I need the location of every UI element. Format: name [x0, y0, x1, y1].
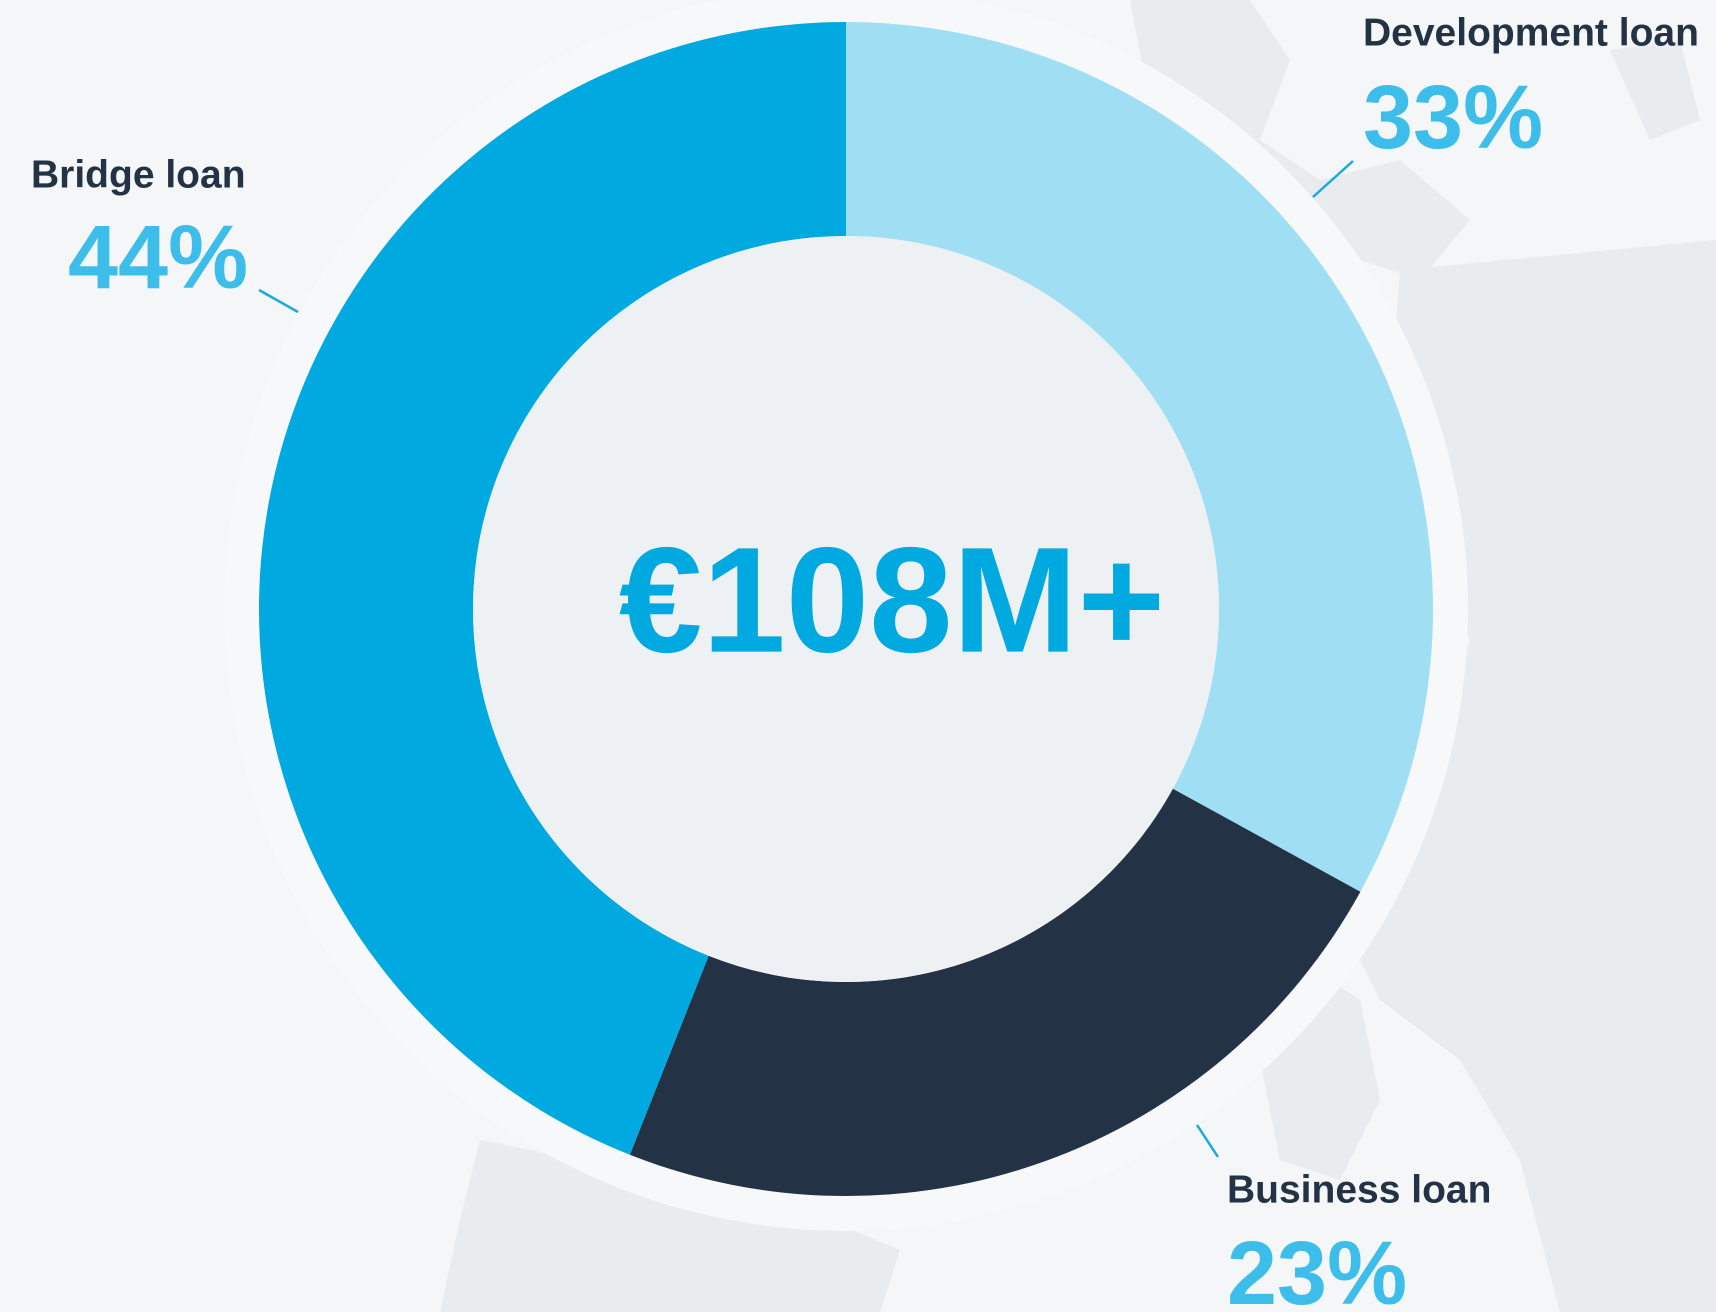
donut-slice	[846, 22, 1433, 892]
value-label: 23%	[1227, 1224, 1407, 1312]
category-label: Bridge loan	[31, 153, 246, 196]
donut-slice	[629, 788, 1361, 1196]
category-label: Development loan	[1363, 11, 1699, 54]
value-label: 33%	[1363, 68, 1543, 168]
leader-line	[1195, 1124, 1220, 1158]
donut-slice	[258, 22, 846, 1155]
center-label: €108M+	[619, 516, 1165, 684]
category-label: Business loan	[1227, 1168, 1491, 1211]
leader-line	[258, 288, 299, 314]
donut-hole	[473, 236, 1219, 982]
leader-line	[1312, 160, 1354, 198]
value-label: 44%	[68, 208, 248, 308]
